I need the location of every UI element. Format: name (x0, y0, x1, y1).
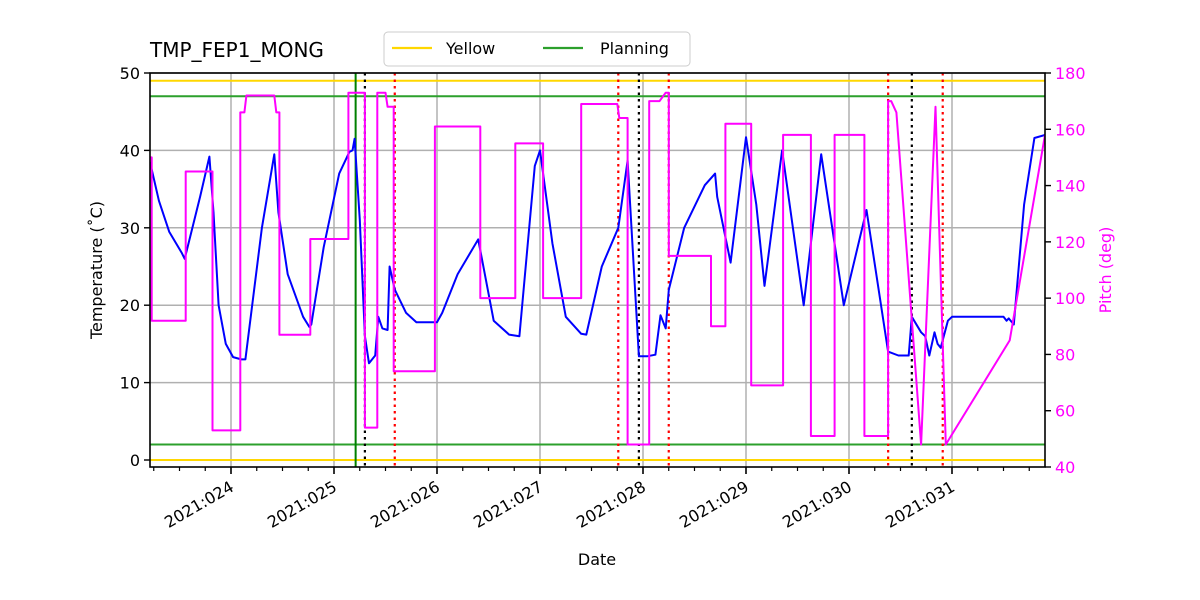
right-tick-label: 80 (1055, 345, 1075, 364)
right-tick-label: 100 (1055, 289, 1086, 308)
left-axis-label: Temperature (˚C) (87, 201, 106, 340)
plot-frame (149, 72, 1046, 468)
right-tick-label: 180 (1055, 64, 1086, 83)
legend-yellow-label: Yellow (445, 39, 495, 58)
x-tick-label: 2021:031 (882, 477, 958, 532)
legend: Yellow Planning (383, 31, 691, 67)
right-axis-ticks: 40 60 80 100 120 140 160 180 (1045, 64, 1086, 477)
right-tick-label: 40 (1055, 458, 1075, 477)
left-axis-ticks: 0 10 20 30 40 50 (120, 64, 150, 470)
legend-planning-label: Planning (600, 39, 669, 58)
left-tick-label: 10 (120, 374, 140, 393)
x-tick-label: 2021:025 (264, 477, 340, 532)
right-tick-label: 60 (1055, 402, 1075, 421)
x-axis-label: Date (578, 550, 616, 569)
x-tick-label: 2021:030 (779, 477, 855, 532)
right-axis-label: Pitch (deg) (1096, 227, 1115, 314)
right-tick-label: 160 (1055, 120, 1086, 139)
left-tick-label: 50 (120, 64, 140, 83)
x-tick-label: 2021:029 (676, 477, 752, 532)
limit-lines (150, 79, 1045, 461)
data-series (150, 91, 1045, 446)
chart-title: TMP_FEP1_MONG (149, 38, 324, 62)
x-tick-label: 2021:024 (161, 477, 237, 532)
right-tick-label: 120 (1055, 233, 1086, 252)
right-tick-label: 140 (1055, 177, 1086, 196)
x-tick-label: 2021:026 (367, 477, 443, 532)
left-tick-label: 0 (130, 451, 140, 470)
x-tick-label: 2021:028 (573, 477, 649, 532)
x-axis-ticks: 2021:024 2021:025 2021:026 2021:027 2021:028… (153, 467, 1030, 532)
legend-box (383, 31, 691, 67)
left-tick-label: 20 (120, 296, 140, 315)
series-pitch-line (150, 91, 1045, 446)
x-tick-label: 2021:027 (470, 477, 546, 532)
left-tick-label: 30 (120, 219, 140, 238)
left-tick-label: 40 (120, 141, 140, 160)
